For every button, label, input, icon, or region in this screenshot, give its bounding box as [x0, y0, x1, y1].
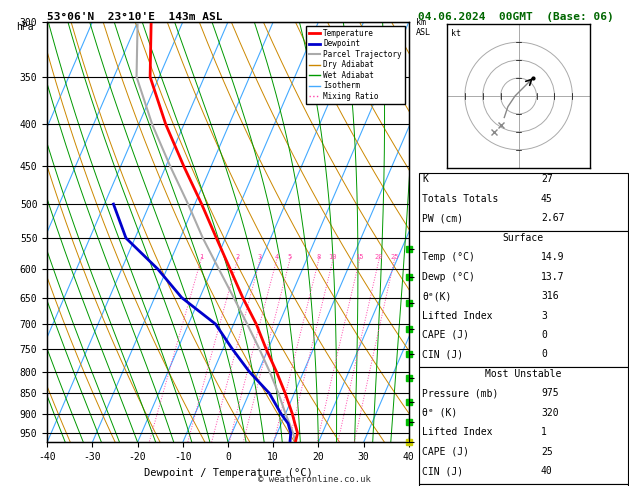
Text: 8: 8 — [316, 254, 321, 260]
Text: km
ASL: km ASL — [416, 17, 431, 37]
Text: CAPE (J): CAPE (J) — [422, 447, 469, 457]
Text: 2: 2 — [235, 254, 240, 260]
Text: kt: kt — [451, 29, 461, 37]
Legend: Temperature, Dewpoint, Parcel Trajectory, Dry Adiabat, Wet Adiabat, Isotherm, Mi: Temperature, Dewpoint, Parcel Trajectory… — [306, 26, 405, 104]
Text: CIN (J): CIN (J) — [422, 466, 463, 476]
Text: 25: 25 — [541, 447, 553, 457]
Text: 3: 3 — [258, 254, 262, 260]
Text: 27: 27 — [541, 174, 553, 185]
Text: 14.9: 14.9 — [541, 252, 564, 262]
Text: 10: 10 — [328, 254, 337, 260]
Text: 13.7: 13.7 — [541, 272, 564, 282]
Text: 25: 25 — [390, 254, 399, 260]
Text: hPa: hPa — [16, 22, 34, 32]
Text: Dewp (°C): Dewp (°C) — [422, 272, 475, 282]
Text: Totals Totals: Totals Totals — [422, 194, 498, 204]
Text: Lifted Index: Lifted Index — [422, 427, 493, 437]
Text: CAPE (J): CAPE (J) — [422, 330, 469, 340]
X-axis label: Dewpoint / Temperature (°C): Dewpoint / Temperature (°C) — [143, 468, 313, 478]
Text: 40: 40 — [541, 466, 553, 476]
Text: 4: 4 — [274, 254, 279, 260]
Text: Lifted Index: Lifted Index — [422, 311, 493, 321]
Text: 5: 5 — [287, 254, 292, 260]
Text: 45: 45 — [541, 194, 553, 204]
Text: θᵉ(K): θᵉ(K) — [422, 291, 452, 301]
Text: 15: 15 — [355, 254, 364, 260]
Text: 3: 3 — [541, 311, 547, 321]
Text: Most Unstable: Most Unstable — [485, 369, 562, 379]
Text: 1: 1 — [199, 254, 203, 260]
Text: 975: 975 — [541, 388, 559, 399]
Text: 1: 1 — [541, 427, 547, 437]
Text: CIN (J): CIN (J) — [422, 349, 463, 360]
Text: K: K — [422, 174, 428, 185]
Text: 2.67: 2.67 — [541, 213, 564, 224]
Text: 20: 20 — [375, 254, 383, 260]
Text: 53°06'N  23°10'E  143m ASL: 53°06'N 23°10'E 143m ASL — [47, 12, 223, 22]
Text: PW (cm): PW (cm) — [422, 213, 463, 224]
Text: Surface: Surface — [503, 233, 544, 243]
Text: Pressure (mb): Pressure (mb) — [422, 388, 498, 399]
Text: 0: 0 — [541, 349, 547, 360]
Text: 316: 316 — [541, 291, 559, 301]
Text: Temp (°C): Temp (°C) — [422, 252, 475, 262]
Text: 0: 0 — [541, 330, 547, 340]
Text: © weatheronline.co.uk: © weatheronline.co.uk — [258, 474, 371, 484]
Text: θᵉ (K): θᵉ (K) — [422, 408, 457, 418]
Text: 04.06.2024  00GMT  (Base: 06): 04.06.2024 00GMT (Base: 06) — [418, 12, 614, 22]
Text: 320: 320 — [541, 408, 559, 418]
